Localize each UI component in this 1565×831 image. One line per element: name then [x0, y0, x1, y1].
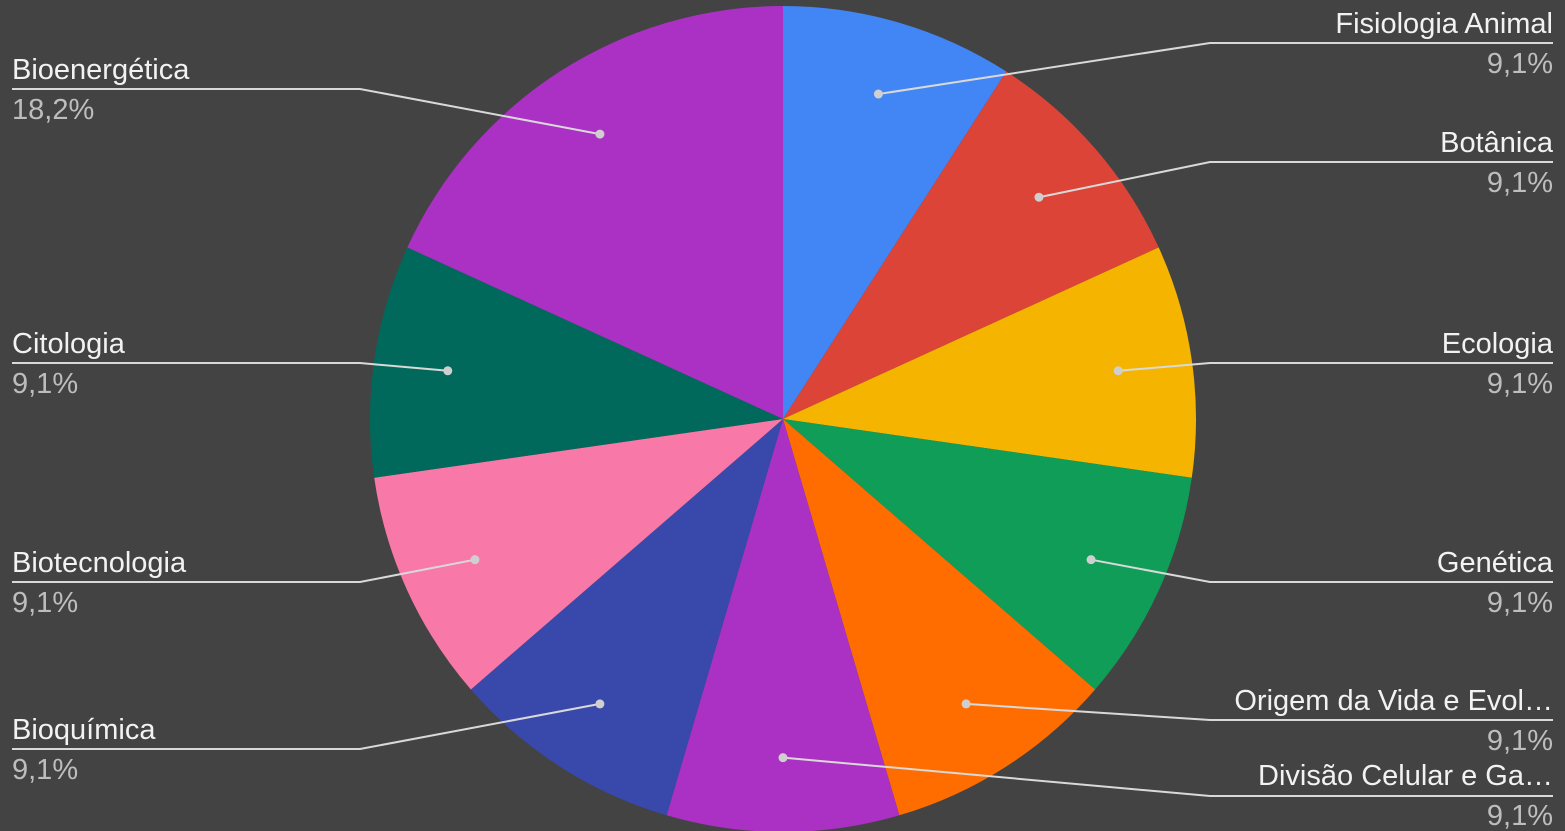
leader-dot	[961, 699, 971, 709]
pie-slice-biotecnologia	[374, 419, 783, 690]
leader-dot	[595, 129, 605, 139]
slice-label: Ecologia	[1442, 328, 1554, 360]
slice-value: 9,1%	[1487, 725, 1553, 757]
leader-dot	[470, 555, 480, 565]
leader-dot	[1034, 192, 1044, 202]
pie-slice-citologia	[370, 247, 783, 478]
slice-value: 9,1%	[1487, 167, 1553, 199]
pie-slice-origem-da-vida-e-evol	[783, 419, 1096, 816]
leader-line	[1090, 558, 1553, 583]
pie-slice-fisiologia-animal	[783, 6, 1007, 419]
slice-value: 9,1%	[12, 368, 78, 400]
slice-value: 9,1%	[1487, 48, 1553, 80]
leader-line	[1038, 161, 1553, 199]
slice-value: 9,1%	[12, 587, 78, 619]
leader-line	[12, 702, 601, 750]
pie-labels: Fisiologia Animal 9,1% Botânica 9,1% Ecologi…	[12, 8, 1554, 831]
leader-dot	[778, 753, 788, 763]
leader-line	[878, 42, 1553, 96]
leader-line	[12, 88, 601, 136]
slice-label: Biotecnologia	[12, 547, 187, 579]
pie-slice-bioenerg-tica	[407, 6, 783, 419]
slice-label: Botânica	[1440, 127, 1554, 159]
slice-label: Citologia	[12, 328, 126, 360]
pie-slice-bot-nica	[783, 71, 1159, 420]
pie-slice-gen-tica	[783, 419, 1192, 690]
leader-line	[12, 362, 448, 372]
slice-value: 9,1%	[12, 754, 78, 786]
slice-label: Bioenergética	[12, 54, 190, 86]
pie-slice-divis-o-celular-e-ga	[666, 419, 900, 831]
slice-value: 9,1%	[1487, 587, 1553, 619]
slice-value: 9,1%	[1487, 800, 1553, 831]
leader-dot	[1113, 366, 1123, 376]
leader-dot	[873, 89, 883, 99]
slice-value: 18,2%	[12, 94, 94, 126]
leader-dot	[1086, 555, 1096, 565]
leader-line	[782, 756, 1553, 797]
pie-slices	[370, 6, 1196, 831]
slice-label: Divisão Celular e Ga…	[1258, 760, 1553, 792]
slice-label: Genética	[1437, 547, 1554, 579]
leader-dot	[595, 699, 605, 709]
pie-slice-bioqu-mica	[470, 419, 783, 816]
leader-dot	[443, 366, 453, 376]
leader-line	[966, 702, 1553, 721]
slice-label: Origem da Vida e Evol…	[1234, 685, 1553, 717]
pie-slice-ecologia	[783, 247, 1196, 478]
slice-label: Bioquímica	[12, 714, 156, 746]
slice-label: Fisiologia Animal	[1335, 8, 1553, 40]
leader-line	[1118, 362, 1553, 372]
slice-value: 9,1%	[1487, 368, 1553, 400]
leader-line	[12, 558, 476, 583]
